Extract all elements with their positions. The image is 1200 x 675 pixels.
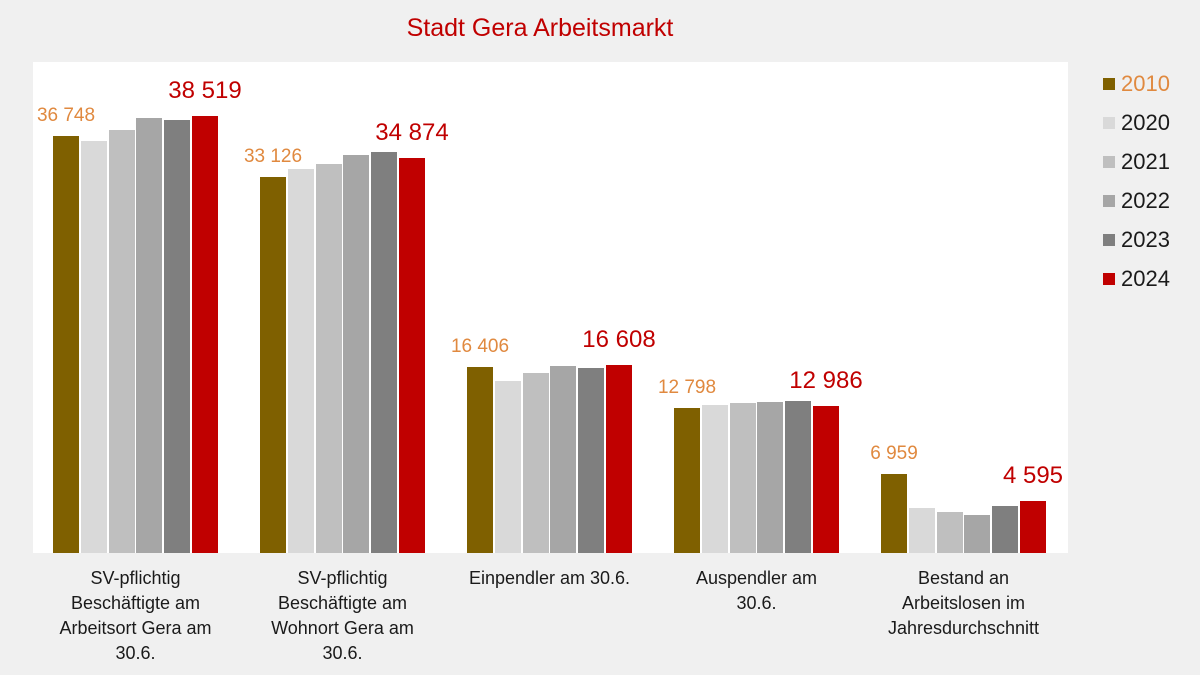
bar-2023-category-5 bbox=[992, 505, 1019, 553]
bar-2023-category-1 bbox=[164, 119, 191, 553]
bar-2022-category-2 bbox=[343, 155, 370, 553]
bar-2010-category-5 bbox=[881, 474, 907, 553]
bar-2024-category-5 bbox=[1020, 500, 1046, 553]
legend-swatch-icon bbox=[1103, 155, 1115, 168]
legend-swatch-icon bbox=[1103, 77, 1115, 90]
value-label-2024: 16 608 bbox=[582, 325, 656, 353]
bar-2021-category-5 bbox=[936, 511, 963, 553]
legend-item-2022: 2022 bbox=[1103, 187, 1170, 213]
bar-2024-category-4 bbox=[813, 405, 839, 553]
value-label-2010: 33 126 bbox=[243, 146, 303, 168]
bar-2010-category-2 bbox=[260, 177, 286, 553]
bar-2010-category-3 bbox=[467, 367, 493, 553]
bar-2024-category-3 bbox=[606, 364, 632, 553]
bar-2023-category-4 bbox=[785, 401, 812, 553]
bar-2023-category-3 bbox=[578, 368, 605, 553]
legend-item-2020: 2020 bbox=[1103, 109, 1170, 135]
legend-label: 2020 bbox=[1121, 109, 1170, 135]
category-label-4: Auspendler am 30.6. bbox=[695, 568, 818, 613]
plot-area: 36 748 38 519 33 126 34 874 16 406 16 608 12 7… bbox=[33, 62, 1068, 553]
value-label-2010: 6 959 bbox=[870, 443, 918, 465]
bar-2022-category-4 bbox=[757, 401, 784, 553]
bar-2023-category-2 bbox=[371, 151, 398, 553]
bar-2010-category-4 bbox=[674, 407, 700, 553]
bar-2022-category-5 bbox=[964, 515, 991, 553]
value-label-2024: 38 519 bbox=[168, 77, 242, 105]
value-label-2010: 16 406 bbox=[450, 336, 510, 357]
legend-label: 2022 bbox=[1121, 187, 1170, 213]
category-label-1: SV-pflichtig Beschäftigte am Arbeitsort Ge… bbox=[59, 568, 212, 663]
legend-label: 2024 bbox=[1121, 265, 1170, 291]
bar-2020-category-5 bbox=[908, 507, 935, 553]
bar-2021-category-3 bbox=[522, 372, 549, 553]
bar-2022-category-3 bbox=[550, 365, 577, 553]
bar-2024-category-1 bbox=[192, 116, 218, 553]
bar-2022-category-1 bbox=[136, 117, 163, 553]
bar-2024-category-2 bbox=[399, 157, 425, 553]
chart-title: Stadt Gera Arbeitsmarkt bbox=[406, 14, 674, 42]
category-label-5: Bestand an Arbeitslosen im Jahresdurchschn… bbox=[887, 568, 1040, 638]
bar-2021-category-2 bbox=[315, 164, 342, 553]
legend: 2010 2020 2021 2022 2023 2024 bbox=[1103, 70, 1170, 291]
bar-2010-category-1 bbox=[53, 136, 79, 553]
bar-2020-category-2 bbox=[287, 168, 314, 553]
legend-item-2023: 2023 bbox=[1103, 226, 1170, 252]
legend-item-2021: 2021 bbox=[1103, 148, 1170, 174]
bar-2020-category-3 bbox=[494, 380, 521, 553]
legend-swatch-icon bbox=[1103, 233, 1115, 246]
legend-swatch-icon bbox=[1103, 272, 1115, 285]
category-label-2: SV-pflichtig Beschäftigte am Wohnort Gera … bbox=[271, 568, 414, 663]
legend-swatch-icon bbox=[1103, 116, 1115, 129]
legend-label: 2023 bbox=[1121, 226, 1170, 252]
value-label-2024: 12 986 bbox=[789, 366, 863, 394]
legend-label: 2021 bbox=[1121, 148, 1170, 174]
value-label-2010: 36 748 bbox=[36, 105, 96, 127]
bar-2020-category-1 bbox=[80, 141, 107, 553]
legend-label: 2010 bbox=[1121, 70, 1170, 96]
value-label-2010: 12 798 bbox=[657, 376, 717, 398]
value-label-2024: 34 874 bbox=[375, 118, 449, 146]
legend-swatch-icon bbox=[1103, 194, 1115, 207]
category-label-3: Einpendler am 30.6. bbox=[468, 568, 631, 588]
bar-2021-category-1 bbox=[108, 130, 135, 553]
legend-item-2024: 2024 bbox=[1103, 265, 1170, 291]
bar-2020-category-4 bbox=[701, 404, 728, 553]
legend-item-2010: 2010 bbox=[1103, 70, 1170, 96]
value-label-2024: 4 595 bbox=[1002, 461, 1064, 489]
bar-2021-category-4 bbox=[729, 402, 756, 553]
